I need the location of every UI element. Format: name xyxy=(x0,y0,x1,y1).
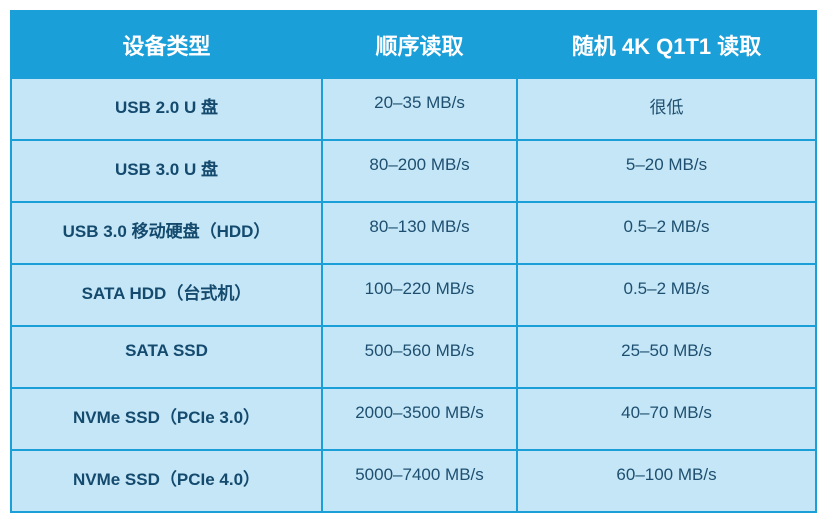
header-cell: 随机 4K Q1T1 读取 xyxy=(516,10,817,79)
table-row: USB 3.0 U 盘 80–200 MB/s 5–20 MB/s xyxy=(10,139,817,203)
device-cell: SATA HDD（台式机） xyxy=(10,263,323,327)
device-cell: NVMe SSD（PCIe 3.0） xyxy=(10,387,323,451)
device-cell: NVMe SSD（PCIe 4.0） xyxy=(10,449,323,513)
speed-cell: 25–50 MB/s xyxy=(516,325,817,389)
speed-cell: 60–100 MB/s xyxy=(516,449,817,513)
speed-cell: 2000–3500 MB/s xyxy=(321,387,518,451)
speed-cell: 100–220 MB/s xyxy=(321,263,518,327)
table-row: NVMe SSD（PCIe 4.0） 5000–7400 MB/s 60–100 M… xyxy=(10,449,817,513)
header-cell: 顺序读取 xyxy=(321,10,518,79)
table-row: USB 2.0 U 盘 20–35 MB/s 很低 xyxy=(10,77,817,141)
speed-cell: 5–20 MB/s xyxy=(516,139,817,203)
table-row: USB 3.0 移动硬盘（HDD） 80–130 MB/s 0.5–2 MB/s xyxy=(10,201,817,265)
header-row: 设备类型 顺序读取 随机 4K Q1T1 读取 xyxy=(10,10,817,79)
header-cell: 设备类型 xyxy=(10,10,323,79)
speed-cell: 5000–7400 MB/s xyxy=(321,449,518,513)
speed-cell: 80–130 MB/s xyxy=(321,201,518,265)
speed-cell: 500–560 MB/s xyxy=(321,325,518,389)
speed-cell: 40–70 MB/s xyxy=(516,387,817,451)
device-cell: USB 3.0 移动硬盘（HDD） xyxy=(10,201,323,265)
speed-cell: 0.5–2 MB/s xyxy=(516,201,817,265)
table-row: SATA HDD（台式机） 100–220 MB/s 0.5–2 MB/s xyxy=(10,263,817,327)
speed-cell: 80–200 MB/s xyxy=(321,139,518,203)
speed-cell: 很低 xyxy=(516,77,817,141)
table-body: USB 2.0 U 盘 20–35 MB/s 很低 USB 3.0 U 盘 80–200… xyxy=(10,77,817,513)
table-row: NVMe SSD（PCIe 3.0） 2000–3500 MB/s 40–70 MB… xyxy=(10,387,817,451)
comparison-table: 设备类型 顺序读取 随机 4K Q1T1 读取 USB 2.0 U 盘 20–35 M… xyxy=(10,10,817,513)
device-cell: USB 3.0 U 盘 xyxy=(10,139,323,203)
speed-cell: 20–35 MB/s xyxy=(321,77,518,141)
speed-cell: 0.5–2 MB/s xyxy=(516,263,817,327)
device-cell: USB 2.0 U 盘 xyxy=(10,77,323,141)
table-row: SATA SSD 500–560 MB/s 25–50 MB/s xyxy=(10,325,817,389)
device-cell: SATA SSD xyxy=(10,325,323,389)
